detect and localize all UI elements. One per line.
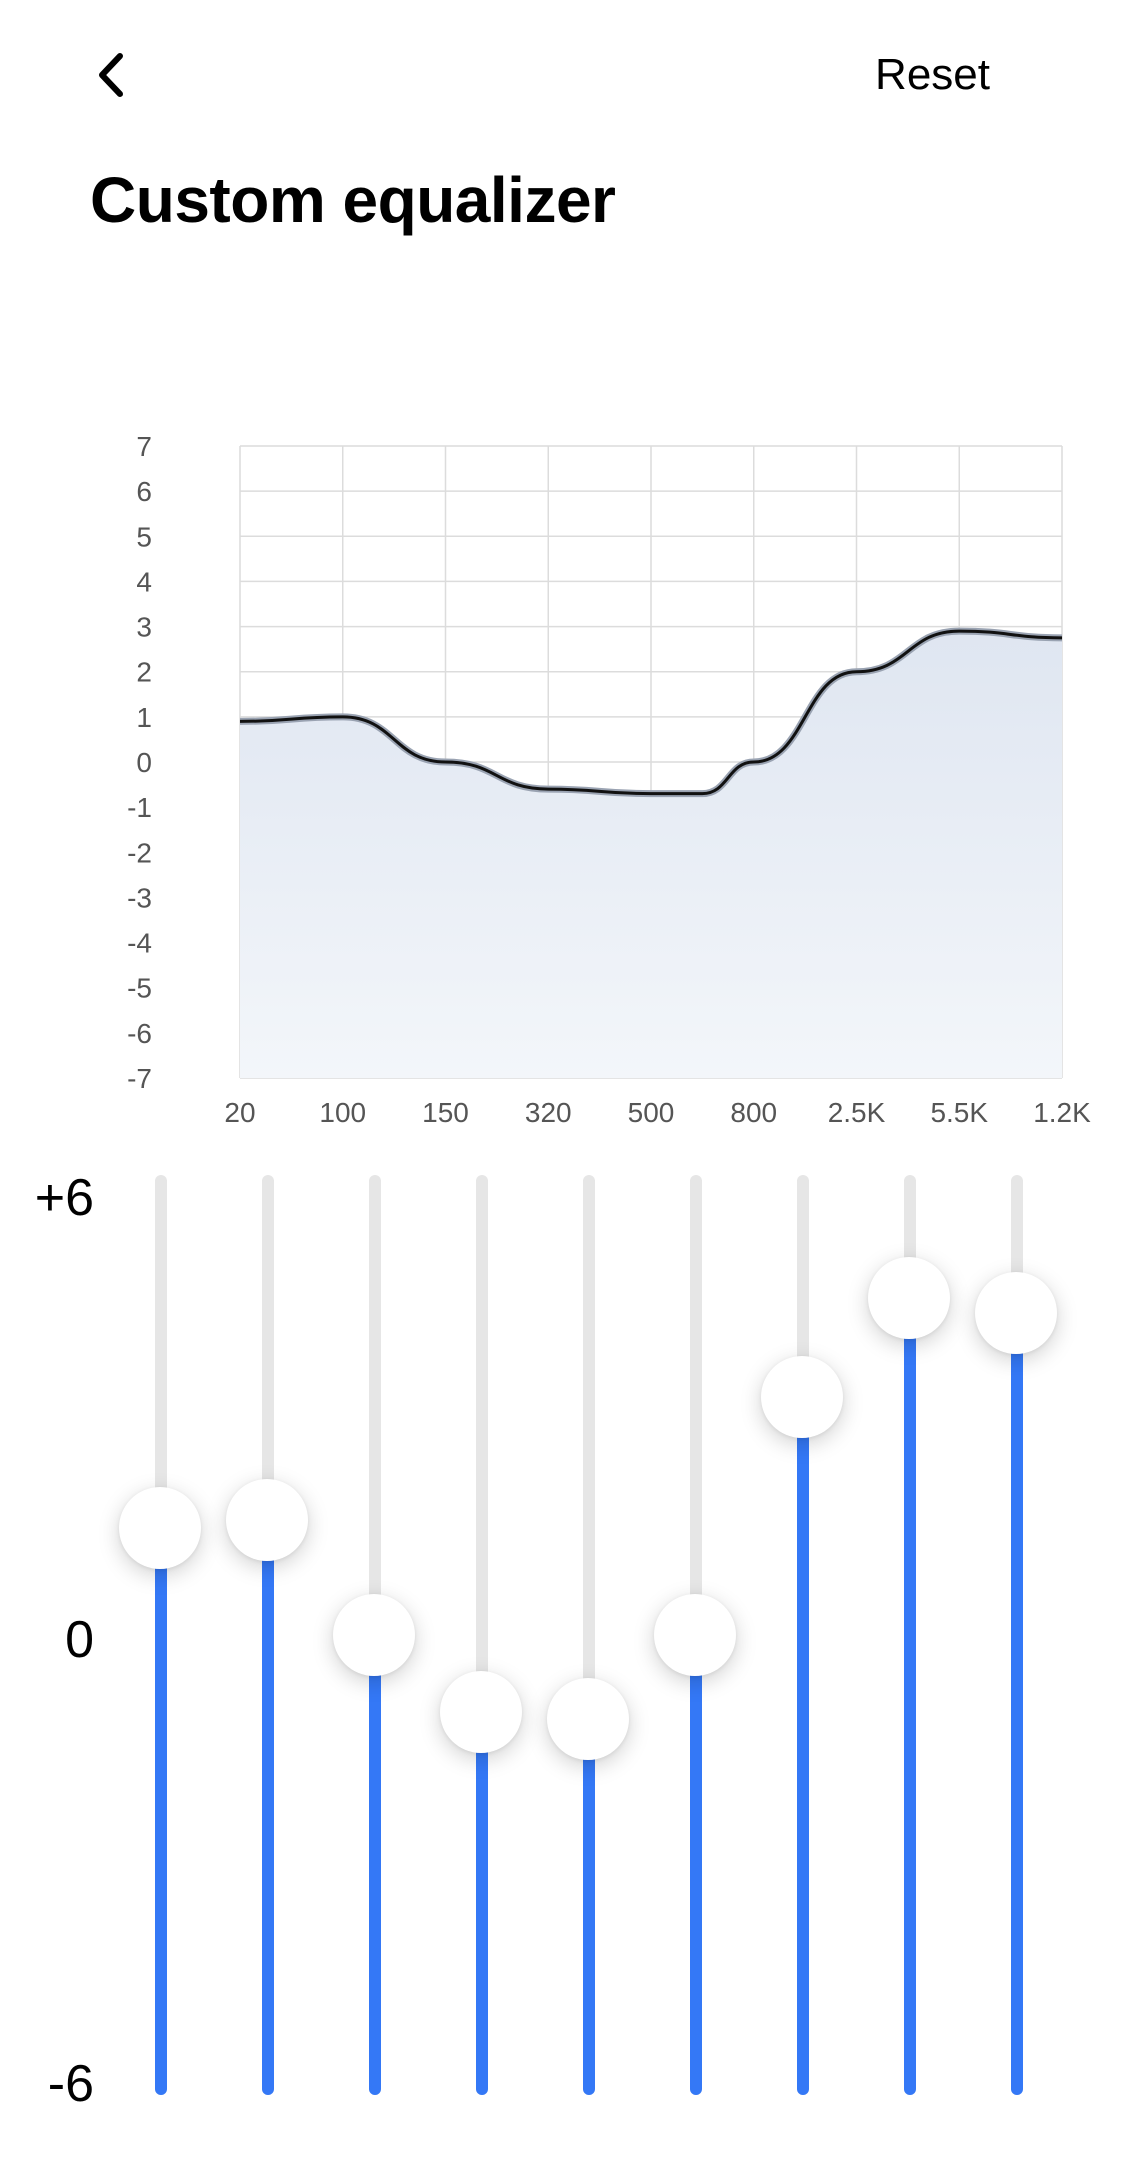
x-tick-label: 2.5K: [828, 1097, 886, 1128]
slider-fill: [369, 1635, 381, 2095]
y-tick-label: 2: [136, 657, 152, 688]
y-tick-label: 4: [136, 566, 152, 597]
slider-thumb[interactable]: [333, 1594, 415, 1676]
y-tick-label: 3: [136, 612, 152, 643]
y-tick-label: -7: [127, 1063, 152, 1094]
y-tick-label: 0: [136, 747, 152, 778]
slider-fill: [797, 1397, 809, 2095]
x-tick-label: 500: [628, 1097, 675, 1128]
slider-thumb[interactable]: [119, 1486, 201, 1569]
eq-slider-20[interactable]: [119, 1175, 201, 2095]
x-tick-label: 320: [525, 1097, 572, 1128]
x-tick-label: 1.2K: [1033, 1097, 1091, 1128]
slider-thumb[interactable]: [226, 1479, 308, 1561]
x-tick-label: 150: [422, 1097, 469, 1128]
eq-slider-500[interactable]: [547, 1175, 629, 2095]
eq-slider-2-5k[interactable]: [761, 1175, 843, 2095]
eq-slider-320[interactable]: [440, 1175, 522, 2095]
eq-slider-5-5k[interactable]: [868, 1175, 950, 2095]
slider-thumb[interactable]: [547, 1678, 629, 1761]
chevron-left-icon: [99, 53, 123, 97]
x-tick-label: 100: [319, 1097, 366, 1128]
y-tick-label: -3: [127, 882, 152, 913]
y-tick-label: -1: [127, 792, 152, 823]
slider-fill: [1011, 1313, 1023, 2095]
slider-thumb[interactable]: [975, 1272, 1057, 1354]
reset-button[interactable]: Reset: [790, 40, 990, 110]
y-tick-label: -4: [127, 928, 152, 959]
slider-fill: [262, 1520, 274, 2095]
slider-thumb[interactable]: [440, 1670, 522, 1753]
scale-label-bottom: -6: [47, 2055, 94, 2113]
slider-thumb[interactable]: [761, 1356, 843, 1439]
y-tick-label: -5: [127, 973, 152, 1004]
scale-label-zero: 0: [65, 1611, 94, 1669]
y-tick-label: 6: [136, 476, 152, 507]
page-title: Custom equalizer: [90, 164, 616, 236]
slider-thumb[interactable]: [654, 1594, 736, 1676]
eq-response-chart: 7 6 5 4 3 2 1 0 -1 -2 -3 -4 -5 -6 -7 20 100 150 320 500 800…: [127, 431, 1091, 1128]
slider-fill: [690, 1635, 702, 2095]
eq-slider-800[interactable]: [654, 1175, 736, 2095]
y-tick-label: 7: [136, 431, 152, 462]
slider-fill: [155, 1527, 167, 2095]
y-tick-label: 5: [136, 521, 152, 552]
y-tick-label: -2: [127, 837, 152, 868]
slider-fill: [583, 1719, 595, 2095]
slider-thumb[interactable]: [868, 1256, 950, 1339]
slider-fill: [904, 1297, 916, 2095]
eq-slider-100[interactable]: [226, 1175, 308, 2095]
eq-curve-line: [239, 629, 1063, 796]
eq-curve-area: [240, 631, 1062, 1078]
eq-slider-150[interactable]: [333, 1175, 415, 2095]
x-tick-label: 20: [224, 1097, 255, 1128]
eq-slider-1-2k[interactable]: [975, 1175, 1057, 2095]
x-tick-label: 800: [730, 1097, 777, 1128]
y-tick-label: 1: [136, 702, 152, 733]
scale-label-top: +6: [34, 1169, 94, 1227]
x-tick-label: 5.5K: [930, 1097, 988, 1128]
slider-fill: [476, 1711, 488, 2095]
y-tick-label: -6: [127, 1018, 152, 1049]
back-button[interactable]: [80, 40, 140, 110]
